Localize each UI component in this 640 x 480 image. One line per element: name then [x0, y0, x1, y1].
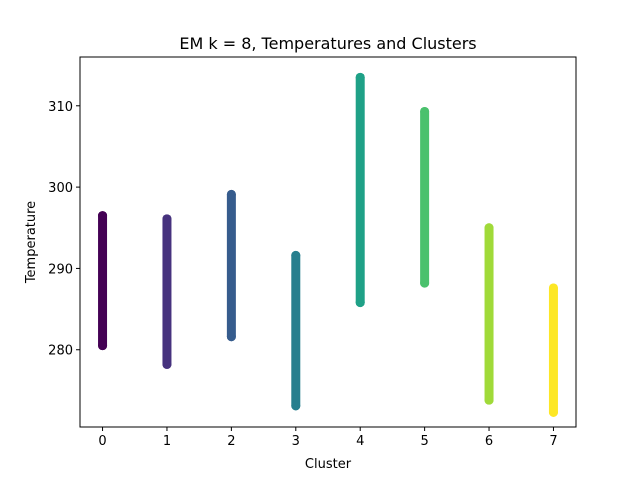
x-tick-label-5: 5 — [420, 434, 428, 449]
y-axis-label: Temperature — [24, 201, 39, 284]
x-tick-label-1: 1 — [163, 434, 171, 449]
x-tick-label-3: 3 — [292, 434, 300, 449]
cluster-2-series — [226, 189, 236, 342]
cluster-7-min-point — [548, 407, 558, 417]
x-tick-label-0: 0 — [98, 434, 106, 449]
cluster-2-max-point — [226, 189, 236, 199]
cluster-3-min-point — [291, 401, 301, 411]
cluster-3-max-point — [291, 250, 301, 260]
x-tick-label-7: 7 — [549, 434, 557, 449]
x-tick-label-2: 2 — [227, 434, 235, 449]
cluster-0-min-point — [98, 341, 108, 351]
cluster-6-series — [484, 223, 494, 405]
cluster-3-series — [291, 250, 301, 411]
cluster-6-min-point — [484, 395, 494, 405]
cluster-2-min-point — [226, 332, 236, 342]
cluster-0-series — [98, 211, 108, 351]
cluster-5-max-point — [420, 106, 430, 116]
cluster-4-min-point — [355, 298, 365, 308]
x-tick-label-4: 4 — [356, 434, 364, 449]
y-tick-label-280: 280 — [48, 344, 73, 359]
y-tick-label-300: 300 — [48, 181, 73, 196]
cluster-4-max-point — [355, 72, 365, 82]
cluster-5-min-point — [420, 278, 430, 288]
cluster-0-max-point — [98, 211, 108, 221]
cluster-1-series — [162, 214, 172, 369]
y-tick-label-290: 290 — [48, 262, 73, 277]
cluster-6-max-point — [484, 223, 494, 233]
cluster-7-max-point — [548, 283, 558, 293]
plot-area — [98, 72, 558, 417]
x-tick-label-6: 6 — [485, 434, 493, 449]
y-axis: 280 290 300 310 — [48, 100, 80, 359]
chart-title: EM k = 8, Temperatures and Clusters — [179, 34, 476, 53]
x-axis-label: Cluster — [305, 457, 352, 472]
cluster-4-series — [355, 72, 365, 308]
x-axis: 0 1 2 3 4 5 6 7 — [98, 427, 558, 449]
cluster-1-max-point — [162, 214, 172, 224]
cluster-7-series — [548, 283, 558, 417]
cluster-1-min-point — [162, 359, 172, 369]
cluster-5-series — [420, 106, 430, 288]
y-tick-label-310: 310 — [48, 100, 73, 115]
plot-frame — [79, 56, 577, 428]
